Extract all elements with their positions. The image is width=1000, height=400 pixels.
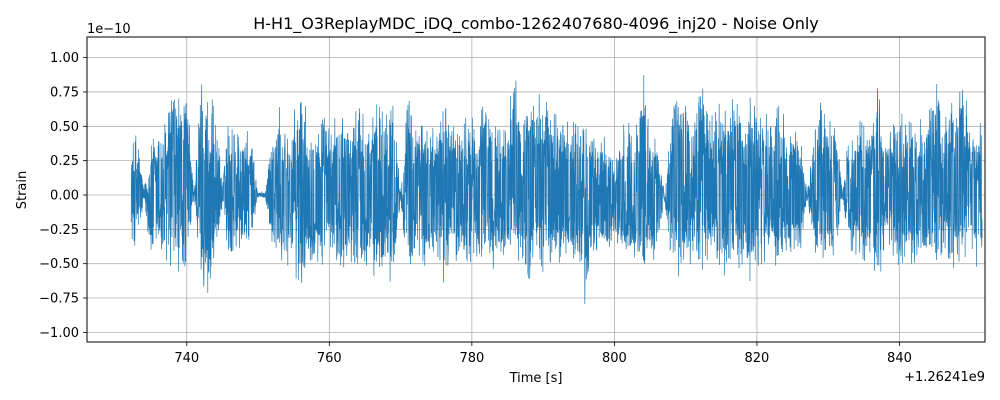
y-tick-label: −0.75 — [39, 292, 79, 307]
x-tick-label: 740 — [174, 351, 199, 366]
x-axis-label: Time [s] — [509, 371, 563, 386]
y-tick-label: −1.00 — [39, 326, 79, 341]
strain-line — [130, 75, 983, 305]
x-tick-label: 840 — [887, 351, 912, 366]
x-tick-label: 800 — [602, 351, 627, 366]
x-tick-label: 760 — [317, 351, 342, 366]
y-axis-scale: 1e−10 — [87, 22, 131, 37]
x-axis-offset: +1.26241e9 — [904, 370, 985, 385]
series-strain — [130, 75, 983, 305]
y-tick-label: −0.50 — [39, 257, 79, 272]
plot-frame — [86, 36, 986, 343]
y-tick-label: 0.25 — [50, 154, 79, 169]
y-tick-label: 0.75 — [50, 85, 79, 100]
axis-ticks: 740 760 780 800 820 840 −1.00 −0.75 −0.50 −0.25 0.… — [39, 51, 912, 366]
y-tick-label: 0.50 — [50, 120, 79, 135]
x-tick-label: 780 — [459, 351, 484, 366]
y-tick-label: −0.25 — [39, 223, 79, 238]
y-axis-label: Strain — [15, 171, 30, 210]
chart-title: H-H1_O3ReplayMDC_iDQ_combo-1262407680-40… — [253, 14, 819, 34]
y-tick-label: 1.00 — [50, 51, 79, 66]
x-tick-label: 820 — [745, 351, 770, 366]
y-tick-label: 0.00 — [50, 188, 79, 203]
